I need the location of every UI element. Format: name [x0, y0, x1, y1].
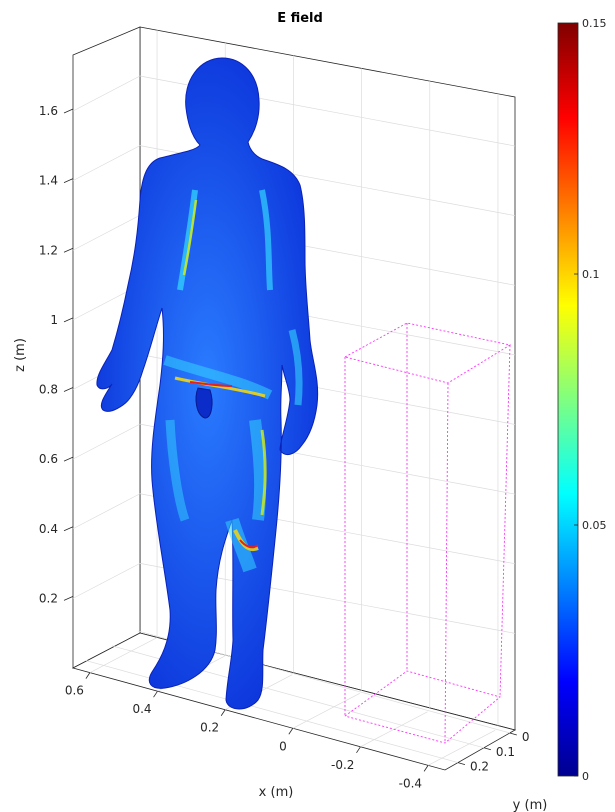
y-tick-mark — [483, 747, 491, 751]
grid-line — [85, 660, 459, 763]
z-tick-mark — [63, 596, 74, 601]
grid-line — [72, 75, 141, 112]
z-tick-mark — [63, 526, 74, 532]
x-tick-label: -0.4 — [399, 776, 422, 790]
y-tick-mark — [457, 762, 466, 765]
z-tick-label: 0.6 — [39, 452, 58, 466]
z-tick-label: 1.6 — [39, 104, 58, 118]
body-surface — [96, 57, 319, 710]
colorbar-tick-label: 0.15 — [582, 17, 607, 30]
colorbar-gradient — [557, 22, 579, 777]
grid-line — [72, 145, 141, 181]
grid-line — [89, 637, 158, 673]
z-axis-label: z (m) — [13, 338, 28, 372]
y-tick-label: 0 — [522, 730, 530, 744]
z-tick-label: 1.2 — [39, 243, 58, 257]
y-tick-mark — [509, 732, 517, 736]
x-tick-label: 0.2 — [200, 721, 219, 735]
z-axis: z (m) 0.2 0.4 0.6 0.8 1 1.2 1.4 1.6 — [13, 104, 74, 605]
z-tick-label: 0.8 — [39, 383, 58, 397]
x-tick-label: 0 — [279, 739, 287, 753]
x-tick-mark — [356, 746, 361, 754]
grid-line — [72, 493, 141, 530]
x-tick-mark — [85, 672, 91, 679]
y-axis: y (m) 0 0.1 0.2 — [457, 730, 548, 812]
z-tick-mark — [63, 387, 74, 392]
dashed-box — [344, 322, 512, 744]
colorbar-tick-label: 0.05 — [582, 519, 607, 532]
colorbar-tick-label: 0.1 — [582, 268, 600, 281]
z-tick-label: 1 — [50, 313, 58, 327]
x-tick-mark — [288, 728, 294, 735]
grid-line — [72, 214, 141, 251]
grid-line — [427, 730, 496, 766]
x-axis: x (m) 0.6 0.4 0.2 0 -0.2 -0.4 — [65, 672, 429, 800]
grid-line — [72, 563, 141, 599]
y-tick-label: 0.2 — [470, 760, 489, 774]
z-tick-label: 0.4 — [39, 522, 58, 536]
colorbar: 0 0.05 0.1 0.15 — [557, 17, 607, 783]
grid-line — [72, 423, 141, 460]
z-tick-mark — [63, 247, 74, 253]
colorbar-tick-label: 0 — [582, 770, 589, 783]
y-axis-label: y (m) — [513, 798, 548, 812]
z-tick-label: 1.4 — [39, 174, 58, 188]
x-axis-label: x (m) — [259, 785, 294, 800]
y-tick-label: 0.1 — [496, 745, 515, 759]
x-tick-mark — [153, 690, 158, 698]
z-tick-mark — [63, 178, 74, 183]
x-tick-mark — [423, 765, 429, 772]
z-tick-label: 0.2 — [39, 591, 58, 605]
chart-title: E field — [277, 11, 323, 26]
x-tick-label: 0.4 — [132, 702, 151, 716]
x-tick-label: -0.2 — [331, 758, 354, 772]
grid-line — [292, 692, 360, 729]
x-tick-label: 0.6 — [65, 684, 84, 698]
z-tick-mark — [63, 456, 74, 462]
z-tick-mark — [63, 108, 74, 114]
x-tick-mark — [220, 709, 226, 716]
z-tick-mark — [63, 317, 74, 323]
